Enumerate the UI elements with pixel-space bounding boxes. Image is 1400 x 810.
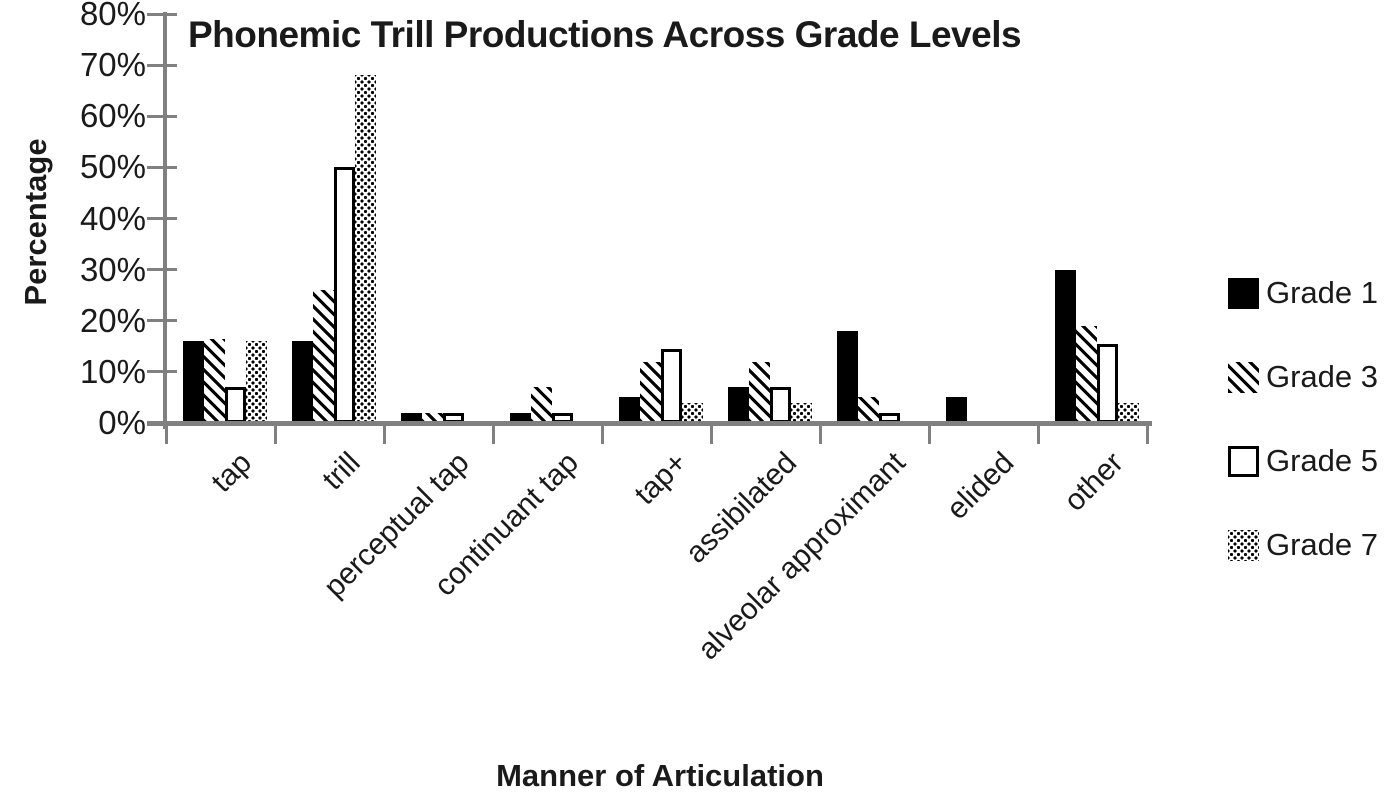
bar-grade-3-alveolar-approximant: [858, 397, 879, 423]
y-tick-label: 70%: [79, 46, 146, 84]
y-tick-label: 20%: [79, 301, 146, 339]
bar-grade-3-perceptual-tap: [422, 412, 443, 423]
bar-grade-1-perceptual-tap: [401, 412, 422, 423]
bar-grade-1-tap+: [619, 397, 640, 423]
y-tick: [147, 12, 177, 16]
bar-grade-7-tap: [246, 341, 267, 423]
y-tick: [147, 165, 177, 169]
chart-title: Phonemic Trill Productions Across Grade …: [188, 14, 1022, 55]
solid-swatch-icon: [1228, 277, 1259, 309]
bar-grade-1-continuant-tap: [510, 412, 531, 423]
x-tick: [818, 423, 822, 444]
y-axis-line: [163, 12, 167, 429]
y-tick: [147, 268, 177, 272]
bar-grade-7-assibilated: [791, 402, 812, 423]
x-tick: [273, 423, 277, 444]
x-tick: [382, 423, 386, 444]
y-tick-label: 10%: [79, 352, 146, 390]
dots-swatch-icon: [1228, 529, 1259, 561]
x-category-label: other: [1058, 446, 1130, 518]
legend-item-grade-7: Grade 7: [1228, 527, 1379, 562]
y-tick: [147, 63, 177, 67]
y-tick: [147, 370, 177, 374]
bar-grade-1-elided: [946, 397, 967, 423]
bar-grade-1-assibilated: [728, 387, 749, 423]
legend-label: Grade 5: [1266, 443, 1379, 478]
y-tick: [147, 217, 177, 220]
bar-grade-3-assibilated: [749, 361, 770, 423]
bar-grade-3-tap+: [640, 361, 661, 423]
bar-grade-7-tap+: [682, 402, 703, 423]
x-tick: [709, 423, 713, 444]
y-tick-label: 30%: [79, 250, 146, 288]
y-tick: [147, 319, 177, 323]
bar-grade-1-alveolar-approximant: [837, 330, 858, 423]
bar-grade-1-other: [1055, 269, 1076, 423]
x-category-label: trill: [316, 446, 367, 497]
bar-grade-5-tap: [225, 387, 246, 423]
x-tick: [1145, 423, 1149, 444]
x-axis-line: [147, 421, 1152, 426]
legend-item-grade-5: Grade 5: [1228, 443, 1379, 478]
bar-grade-1-trill: [292, 341, 313, 423]
bar-grade-1-tap: [183, 341, 204, 423]
y-tick-label: 80%: [79, 0, 146, 32]
x-category-label: alveolar approximant: [691, 446, 912, 667]
x-tick: [1036, 423, 1040, 444]
x-category-label: elided: [940, 446, 1021, 526]
y-tick-label: 50%: [79, 148, 146, 186]
y-tick: [147, 114, 177, 118]
bar-grade-5-trill: [334, 167, 355, 423]
x-category-label: tap: [205, 446, 258, 499]
bar-grade-7-other: [1118, 402, 1139, 423]
x-tick: [164, 423, 168, 444]
x-tick: [600, 423, 604, 444]
outline-swatch-icon: [1228, 445, 1259, 477]
legend: Grade 1 Grade 3 Grade 5 Grade 7: [1228, 275, 1379, 612]
x-tick: [491, 423, 495, 444]
bar-grade-3-tap: [204, 338, 225, 423]
bar-grade-7-trill: [355, 75, 376, 423]
x-axis-title: Manner of Articulation: [496, 758, 824, 793]
legend-label: Grade 3: [1266, 359, 1379, 394]
y-tick-label: 40%: [79, 199, 146, 237]
legend-label: Grade 7: [1266, 527, 1379, 562]
y-tick-label: 0%: [98, 404, 146, 441]
bar-grade-5-other: [1097, 343, 1118, 423]
legend-item-grade-1: Grade 1: [1228, 275, 1379, 310]
bar-grade-5-assibilated: [770, 387, 791, 423]
y-tick-label: 60%: [79, 97, 146, 135]
legend-item-grade-3: Grade 3: [1228, 359, 1379, 394]
legend-label: Grade 1: [1266, 275, 1379, 310]
x-category-label: tap+: [628, 446, 694, 512]
bar-grade-3-trill: [313, 290, 334, 423]
bar-grade-3-continuant-tap: [531, 387, 552, 423]
bar-grade-5-tap+: [661, 348, 682, 423]
x-tick: [927, 423, 931, 444]
hatch-swatch-icon: [1228, 361, 1259, 393]
bar-grade-3-other: [1076, 325, 1097, 423]
